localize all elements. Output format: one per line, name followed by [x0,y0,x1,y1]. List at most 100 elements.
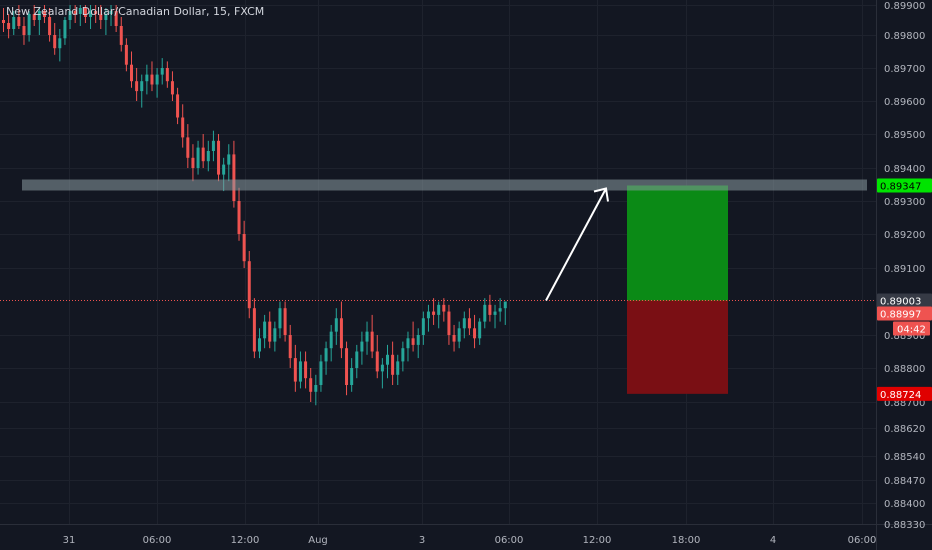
candle-body [119,26,123,45]
candle [201,134,205,168]
candle-body [483,304,487,322]
last-price-tag: 0.89003 [877,293,932,308]
candle-body [237,201,241,234]
candle [375,335,379,379]
candle [191,144,195,182]
candle-body [278,308,282,329]
candle [365,321,369,355]
candle-body [298,361,302,382]
candle [462,311,466,339]
candle-body [191,157,195,168]
price-axis[interactable]: 0.89900 0.89800 0.89700 0.89600 0.89500 0.894… [884,1,925,531]
candle-body [437,304,441,315]
y-tick-label: 0.88620 [884,424,925,435]
y-tick-label: 0.88900 [884,331,925,342]
candle-body [252,308,256,352]
y-tick-label: 0.88540 [884,452,925,463]
candle-body [104,14,108,20]
stop-zone[interactable] [627,300,728,394]
candle [447,304,451,345]
candle [83,5,87,23]
projection-arrow[interactable] [545,188,607,301]
candle-body [155,74,159,85]
candle-body [467,318,471,329]
target-zone[interactable] [627,185,728,301]
candle [181,104,185,148]
candle-body [334,318,338,332]
svg-text:04:42: 04:42 [897,324,926,335]
candle-body [462,318,466,329]
candle-body [201,147,205,162]
resistance-band[interactable] [22,179,867,191]
candle-body [386,354,389,365]
y-tick-label: 0.88700 [884,398,925,409]
candle-body [247,261,251,309]
candle-body [170,81,174,95]
candle [217,134,221,182]
candle-body [37,11,41,20]
candle-body [401,348,405,362]
candle [7,14,11,39]
candle-body [396,361,400,375]
candle [211,130,215,162]
candle [304,351,308,389]
candle-body [17,17,21,26]
x-tick-label: 06:00 [143,535,172,546]
x-tick-label: 12:00 [583,535,612,546]
take-profit-tag: 0.89347 [877,178,932,193]
candle-body [258,338,261,352]
candle-body [206,151,210,162]
candle [503,301,507,325]
time-axis[interactable]: 31 06:00 12:00 Aug 3 06:00 12:00 18:00 4 06:00 [63,535,877,546]
candlestick-series [2,5,507,406]
current-price-tag: 0.88997 [877,306,932,321]
candle [119,17,123,52]
candle-body [42,11,46,17]
candle [416,328,420,359]
candle-body [263,321,267,339]
y-tick-label: 0.89300 [884,197,925,208]
candle-body [2,20,5,23]
candle-body [498,308,502,312]
candle-body [124,44,128,65]
candle [298,351,302,389]
candle-body [426,311,430,319]
x-tick-label: 31 [63,535,76,546]
candle-body [109,11,113,14]
candle-body [391,354,395,375]
candle-body [309,378,313,392]
candle [252,298,256,359]
price-tags: 0.89347 0.89003 0.88997 04:42 0.88724 [877,178,932,401]
candle-body [406,338,410,349]
candle [483,298,487,329]
candle [37,8,41,35]
candle-body [339,318,343,349]
candle-body [473,328,477,339]
candle-body [457,328,461,342]
candle-body [181,117,185,138]
candle-body [350,368,354,385]
candle [391,341,395,385]
candle-body [222,164,226,175]
candle [165,61,169,88]
candle-body [345,348,349,385]
candle [186,124,190,168]
candle [206,140,210,172]
candle-body [360,341,364,352]
candle [12,11,16,35]
candle [339,301,343,359]
candle [135,68,139,101]
candle [63,17,67,45]
candle-body [442,304,446,312]
candle-body [370,331,374,352]
countdown-tag: 04:42 [893,321,930,336]
candle-body [48,17,52,35]
position-zones [627,185,728,394]
candle [17,5,21,29]
candle [345,341,349,396]
candle-body [130,64,133,82]
candle-body [421,318,425,335]
candle [309,368,313,402]
candle [104,8,108,35]
